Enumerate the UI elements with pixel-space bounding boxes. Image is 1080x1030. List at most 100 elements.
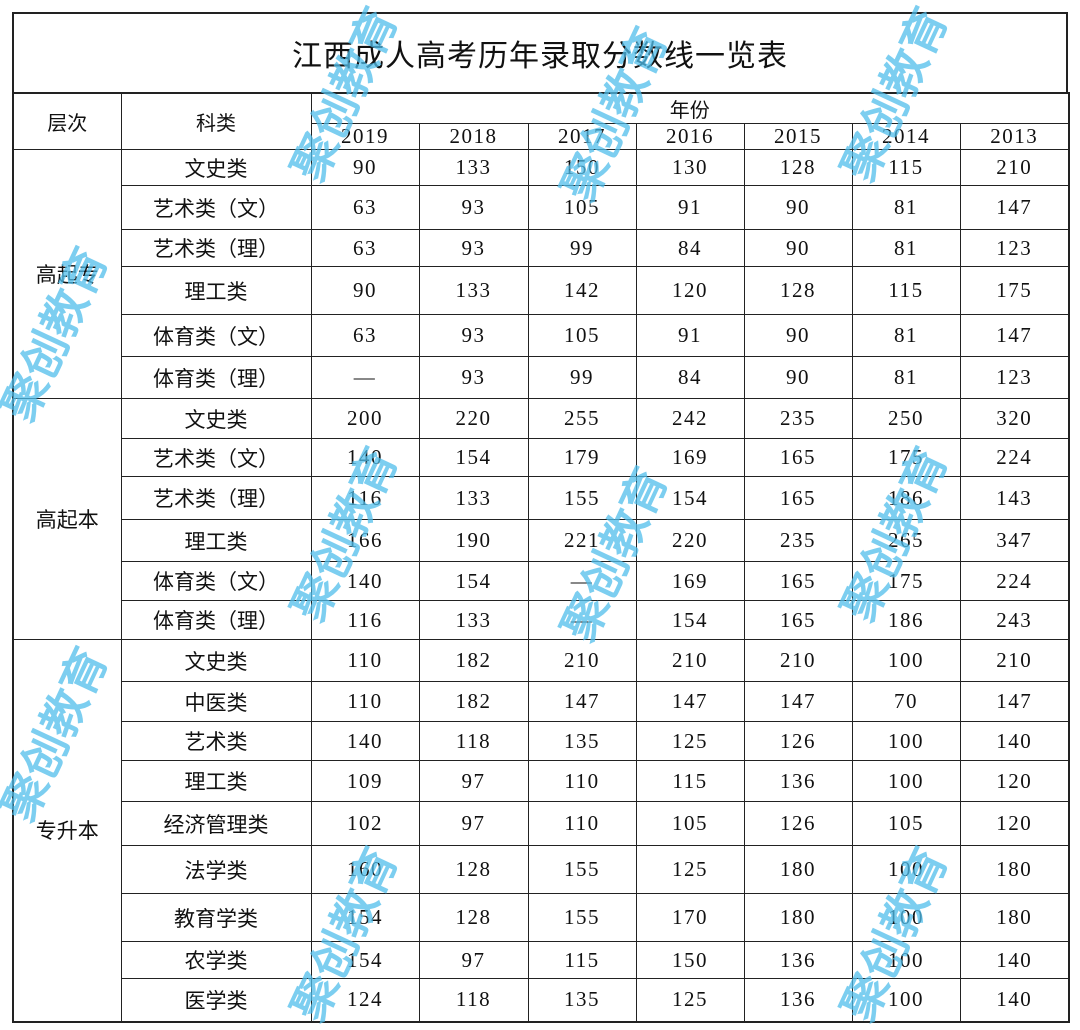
score-cell: 63 <box>310 229 420 267</box>
score-cell: 165 <box>743 476 853 520</box>
header-level: 层次 <box>12 92 122 150</box>
score-cell: 124 <box>310 978 420 1022</box>
score-cell: 347 <box>959 519 1070 562</box>
score-cell: 154 <box>418 438 529 477</box>
level-cell: 专升本 <box>12 639 122 1022</box>
score-cell: 118 <box>418 978 529 1022</box>
score-cell: 135 <box>527 978 637 1022</box>
category-cell: 理工类 <box>120 519 312 562</box>
score-cell: 115 <box>635 760 745 802</box>
score-cell: 175 <box>851 561 961 601</box>
score-cell: 90 <box>743 356 853 399</box>
score-cell: 182 <box>418 681 529 722</box>
score-cell: 93 <box>418 314 529 357</box>
score-cell: 84 <box>635 229 745 267</box>
score-cell: 128 <box>418 893 529 942</box>
score-cell: 224 <box>959 561 1070 601</box>
category-cell: 艺术类（文） <box>120 185 312 230</box>
score-cell: 154 <box>310 893 420 942</box>
score-cell: 147 <box>959 314 1070 357</box>
table-row: 体育类（理） —93 99 84 90 81 123 <box>13 356 1070 399</box>
score-cell: 200 <box>310 398 420 439</box>
category-cell: 农学类 <box>120 941 312 979</box>
score-cell: 128 <box>418 845 529 894</box>
score-cell: 102 <box>310 801 420 846</box>
score-cell: 180 <box>959 893 1070 942</box>
score-cell: 235 <box>743 519 853 562</box>
score-cell: 165 <box>743 561 853 601</box>
score-cell: 147 <box>959 185 1070 230</box>
header-year: 2015 <box>743 123 853 150</box>
score-cell: 165 <box>743 600 853 640</box>
score-cell: 136 <box>743 941 853 979</box>
score-cell: 175 <box>851 438 961 477</box>
score-cell: 255 <box>527 398 637 439</box>
score-cell: 147 <box>635 681 745 722</box>
table-row: 教育学类 154 128 155 170 180 100 180 <box>13 893 1070 942</box>
table-row: 艺术类（理） 63 93 99 84 90 81 123 <box>13 229 1070 267</box>
category-cell: 体育类（理） <box>120 356 312 399</box>
score-cell: 180 <box>743 893 853 942</box>
score-cell: 140 <box>959 721 1070 761</box>
score-cell: 133 <box>418 149 529 186</box>
level-cell: 高起本 <box>12 398 122 640</box>
table-row: 体育类（理） 116 133—154 165 186 243 <box>13 600 1070 640</box>
score-cell: 154 <box>635 476 745 520</box>
score-cell: 190 <box>418 519 529 562</box>
score-cell: 110 <box>310 681 420 722</box>
score-cell: 180 <box>959 845 1070 894</box>
table-row: 专升本 文史类 110 182 210 210 210 100 210 <box>12 639 1070 1022</box>
table-row: 理工类 166 190 221 220 235 265 347 <box>13 519 1070 562</box>
table-row: 艺术类（理） 116 133 155 154 165 186 143 <box>13 476 1070 520</box>
score-cell: 243 <box>959 600 1070 640</box>
score-cell: 210 <box>959 639 1070 682</box>
category-cell: 文史类 <box>120 639 312 682</box>
score-cell: 224 <box>959 438 1070 477</box>
score-cell: 135 <box>527 721 637 761</box>
score-cell: 99 <box>527 356 637 399</box>
table-row: 经济管理类 102 97 110 105 126 105 120 <box>13 801 1070 846</box>
category-cell: 医学类 <box>120 978 312 1022</box>
score-cell: — <box>310 356 420 399</box>
score-cell: 93 <box>418 229 529 267</box>
score-cell: 123 <box>959 356 1070 399</box>
score-cell: 90 <box>310 149 420 186</box>
score-cell: 126 <box>743 721 853 761</box>
score-cell: 133 <box>418 476 529 520</box>
score-cell: 175 <box>959 266 1070 315</box>
score-cell: 182 <box>418 639 529 682</box>
score-cell: 125 <box>635 845 745 894</box>
score-cell: 115 <box>527 941 637 979</box>
table-row: 艺术类（文） 140 154 179 169 165 175 224 <box>13 438 1070 477</box>
category-cell: 艺术类（理） <box>120 476 312 520</box>
table-row: 高起专 文史类 90 133 150 130 128 115 210 <box>12 149 1070 399</box>
score-cell: 105 <box>527 314 637 357</box>
score-cell: 91 <box>635 314 745 357</box>
score-cell: 70 <box>851 681 961 722</box>
score-cell: 210 <box>743 639 853 682</box>
score-cell: 100 <box>851 721 961 761</box>
header-category: 科类 <box>120 92 312 150</box>
score-cell: 140 <box>959 978 1070 1022</box>
score-cell: 120 <box>959 760 1070 802</box>
score-cell: 109 <box>310 760 420 802</box>
score-cell: 130 <box>635 149 745 186</box>
score-cell: 100 <box>851 639 961 682</box>
score-cell: 140 <box>310 721 420 761</box>
score-table-document: 江西成人高考历年录取分数线一览表 层次 科类 年份 2019 2018 2017 20… <box>12 12 1071 1023</box>
score-cell: 115 <box>851 266 961 315</box>
table-row: 理工类 109 97 110 115 136 100 120 <box>13 760 1070 802</box>
score-cell: 147 <box>527 681 637 722</box>
category-cell: 中医类 <box>120 681 312 722</box>
score-cell: 116 <box>310 600 420 640</box>
score-cell: 210 <box>527 639 637 682</box>
category-cell: 艺术类（文） <box>120 438 312 477</box>
header-year: 2019 <box>310 123 420 150</box>
score-cell: 154 <box>635 600 745 640</box>
score-cell: 105 <box>851 801 961 846</box>
score-cell: 93 <box>418 356 529 399</box>
score-cell: 125 <box>635 978 745 1022</box>
score-cell: 155 <box>527 476 637 520</box>
score-cell: 97 <box>418 801 529 846</box>
score-cell: 169 <box>635 438 745 477</box>
